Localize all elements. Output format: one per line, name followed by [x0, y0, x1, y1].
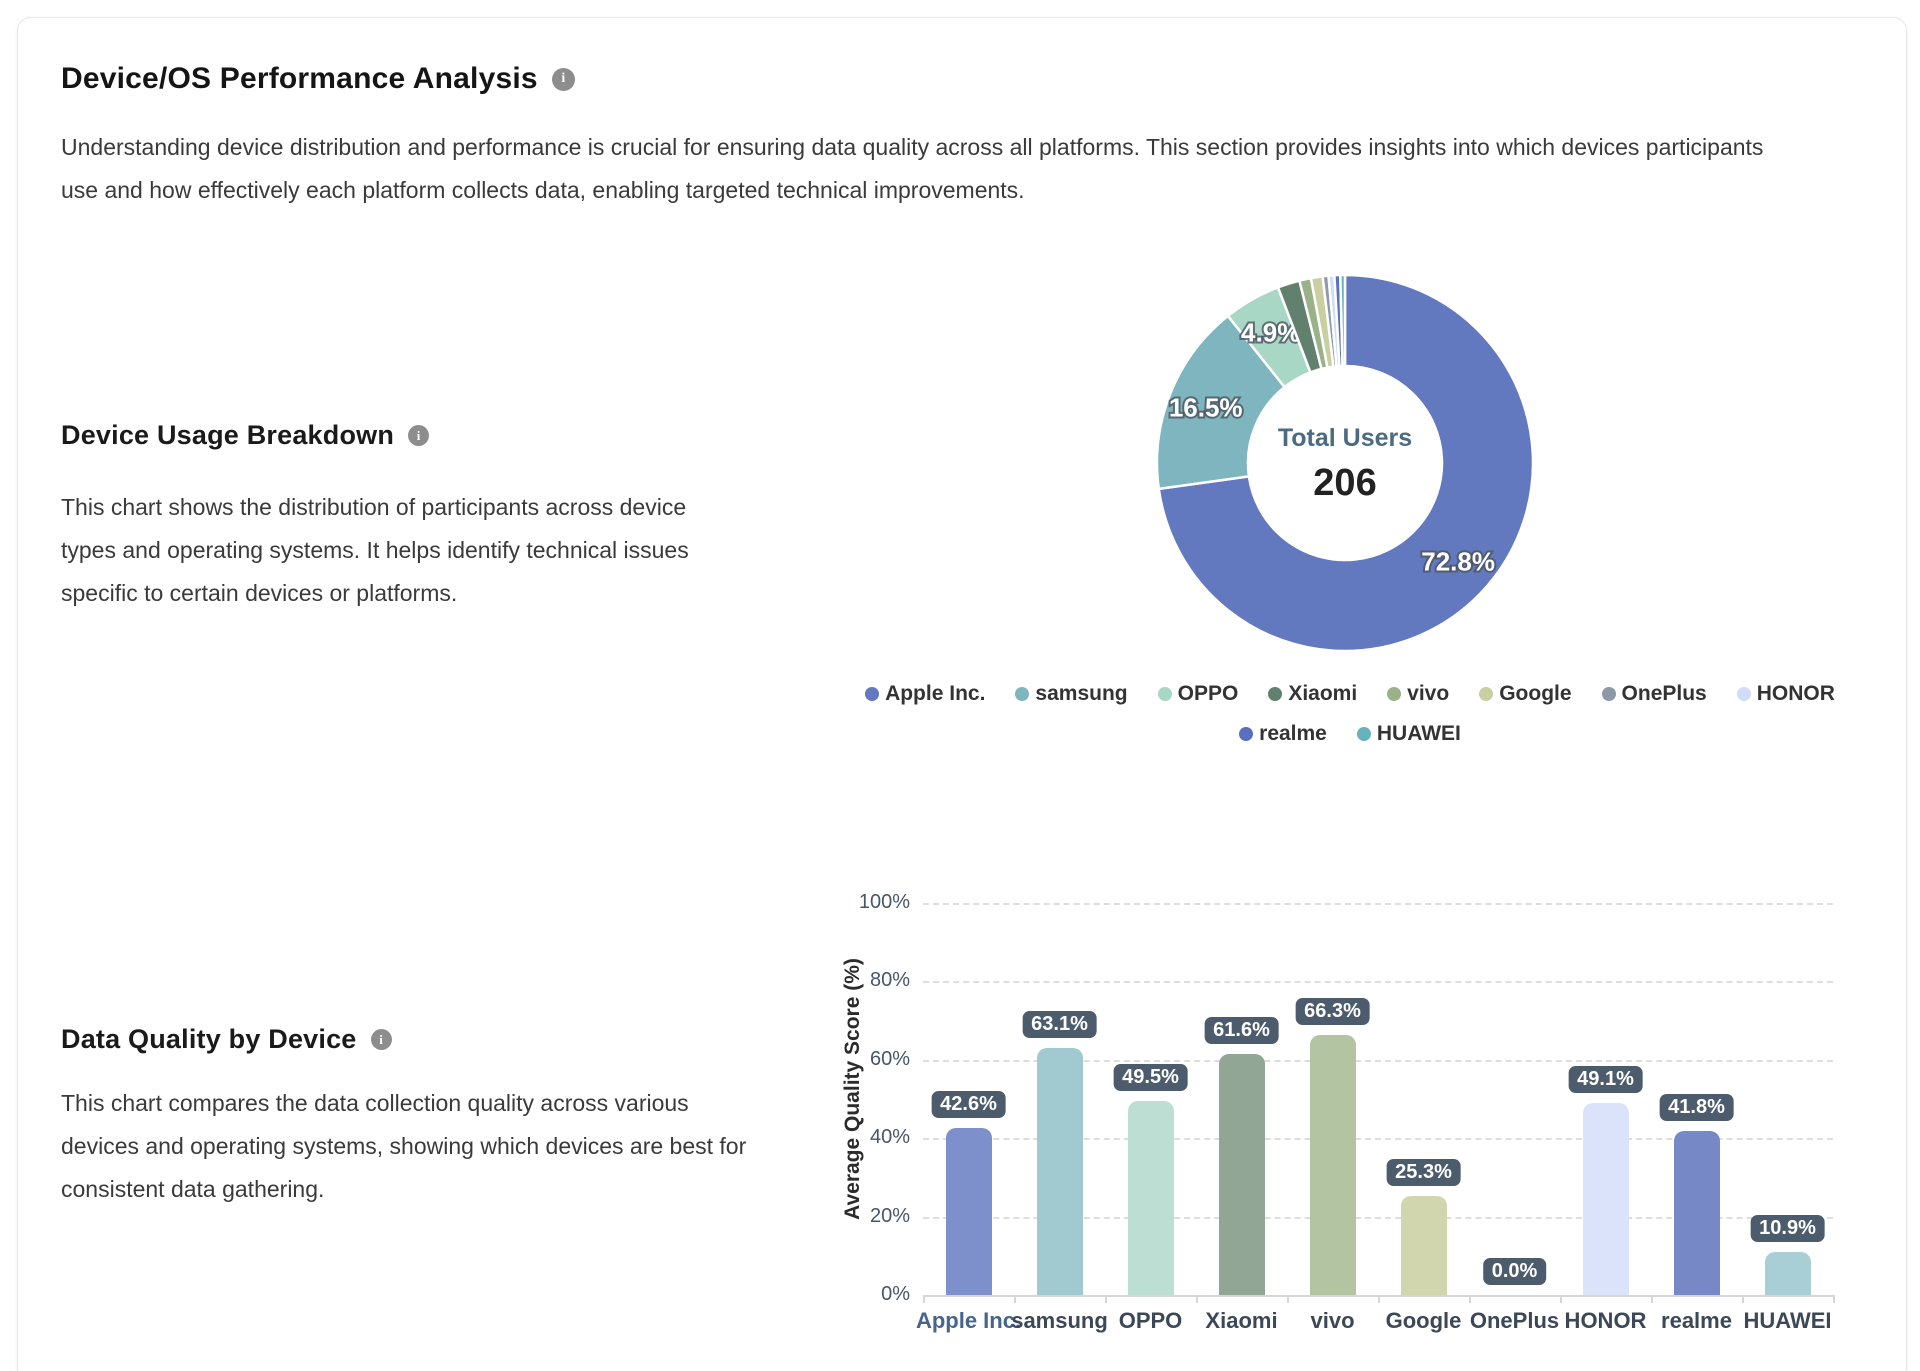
- bar-xiaomi[interactable]: [1218, 1053, 1265, 1295]
- legend-swatch: [1387, 687, 1402, 701]
- legend-label: samsung: [1035, 682, 1128, 705]
- legend-item-honor[interactable]: HONOR: [1736, 682, 1835, 706]
- info-icon[interactable]: i: [408, 425, 430, 446]
- legend-swatch: [1157, 687, 1172, 701]
- legend-swatch: [1239, 727, 1254, 741]
- legend-swatch: [1601, 687, 1616, 701]
- legend-label: Google: [1499, 682, 1572, 705]
- quality-heading-row: Data Quality by Device i: [61, 1024, 392, 1055]
- legend-item-apple-inc-[interactable]: Apple Inc.: [865, 682, 985, 706]
- legend-item-realme[interactable]: realme: [1239, 722, 1327, 746]
- legend-swatch: [1268, 687, 1283, 701]
- chart-legend: Apple Inc. samsung OPPO Xiaomi vivo Google One…: [845, 682, 1855, 746]
- legend-swatch: [1479, 687, 1494, 701]
- donut-slice-label: 72.8%: [1421, 546, 1495, 576]
- donut-slice-label: 16.5%: [1169, 392, 1243, 422]
- quality-description: This chart compares the data collection …: [61, 1090, 747, 1202]
- legend-label: Apple Inc.: [885, 682, 986, 705]
- bar-huawei[interactable]: [1764, 1252, 1811, 1295]
- legend-label: realme: [1259, 722, 1327, 745]
- usage-heading: Device Usage Breakdown: [61, 420, 395, 450]
- bar-google[interactable]: [1400, 1195, 1447, 1295]
- legend-label: HUAWEI: [1376, 722, 1461, 745]
- quality-heading: Data Quality by Device: [61, 1024, 357, 1054]
- legend-label: Xiaomi: [1288, 682, 1358, 705]
- donut-slice-samsung[interactable]: [1155, 314, 1286, 491]
- bar-honor[interactable]: [1582, 1102, 1629, 1295]
- legend-swatch: [1015, 687, 1030, 701]
- legend-swatch: [865, 687, 880, 701]
- legend-item-google[interactable]: Google: [1479, 682, 1572, 706]
- legend-label: OPPO: [1177, 682, 1239, 705]
- page-title: Device/OS Performance Analysis: [61, 62, 538, 95]
- device-usage-donut-chart: 72.8% 16.5% 4.9%: [1145, 263, 1545, 663]
- usage-heading-row: Device Usage Breakdown i: [61, 420, 430, 451]
- legend-item-oneplus[interactable]: OnePlus: [1601, 682, 1707, 706]
- bar-vivo[interactable]: [1309, 1035, 1356, 1295]
- legend-label: vivo: [1407, 682, 1450, 705]
- bar-realme[interactable]: [1673, 1131, 1720, 1295]
- legend-label: OnePlus: [1621, 682, 1707, 705]
- legend-swatch: [1356, 727, 1371, 741]
- legend-item-huawei[interactable]: HUAWEI: [1356, 722, 1461, 746]
- donut-slice-huawei[interactable]: [1339, 273, 1347, 368]
- intro-text: Understanding device distribution and pe…: [61, 134, 1764, 203]
- page-title-row: Device/OS Performance Analysis i: [61, 62, 575, 96]
- bar-apple-inc-[interactable]: [945, 1128, 992, 1295]
- legend-item-vivo[interactable]: vivo: [1387, 682, 1449, 706]
- bar-oppo[interactable]: [1127, 1100, 1174, 1295]
- legend-swatch: [1736, 687, 1751, 701]
- usage-description: This chart shows the distribution of par…: [61, 494, 689, 606]
- bar-samsung[interactable]: [1036, 1047, 1083, 1295]
- legend-label: HONOR: [1756, 682, 1835, 705]
- legend-item-oppo[interactable]: OPPO: [1157, 682, 1239, 706]
- info-icon[interactable]: i: [551, 67, 575, 91]
- info-icon[interactable]: i: [370, 1029, 392, 1050]
- donut-slice-apple-inc-[interactable]: [1157, 273, 1535, 653]
- legend-item-xiaomi[interactable]: Xiaomi: [1268, 682, 1357, 706]
- legend-item-samsung[interactable]: samsung: [1015, 682, 1128, 706]
